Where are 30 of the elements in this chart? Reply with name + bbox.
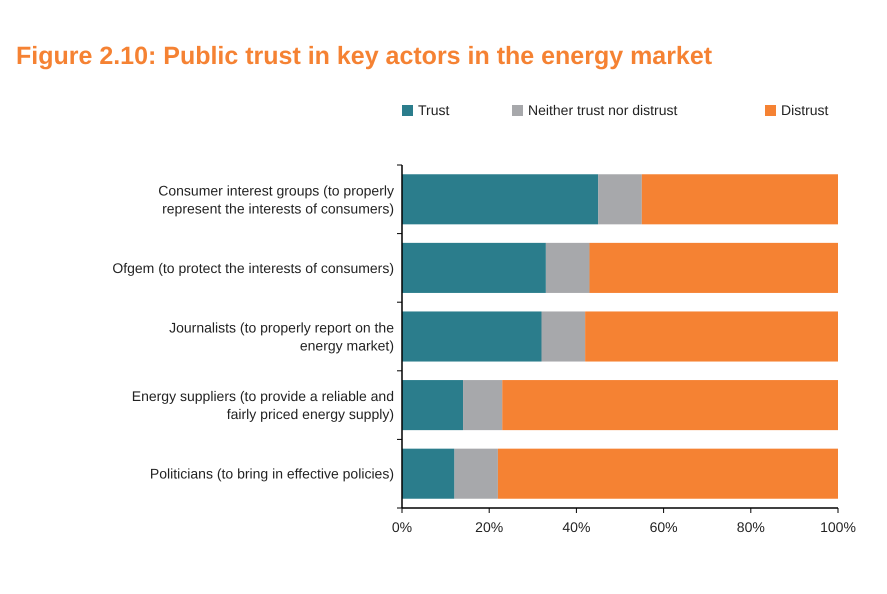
legend-label: Neither trust nor distrust	[528, 102, 678, 118]
bar	[463, 380, 502, 430]
bar	[642, 174, 838, 224]
x-tick-label: 20%	[475, 519, 504, 535]
bar	[546, 242, 590, 293]
bar	[402, 174, 598, 224]
bar	[598, 174, 642, 224]
bar	[585, 311, 838, 362]
bar	[402, 242, 546, 293]
bar	[402, 311, 542, 362]
legend-label: Trust	[418, 102, 450, 118]
chart-title: Figure 2.10: Public trust in key actors in the energy market	[16, 42, 713, 70]
bar	[589, 242, 838, 293]
y-tick-label: Politicians (to bring in effective policies)	[150, 466, 394, 482]
y-tick-label: Consumer interest groups (to properly represent the interests of consumers)	[158, 182, 394, 216]
x-tick-label: 100%	[820, 519, 856, 535]
bar	[542, 311, 586, 362]
x-tick-label: 80%	[736, 519, 765, 535]
x-tick-label: 0%	[392, 519, 412, 535]
bar	[402, 448, 454, 499]
bar	[498, 448, 838, 499]
y-tick-label: Ofgem (to protect the interests of consumers)	[112, 260, 394, 276]
bar	[502, 380, 838, 430]
bar	[454, 448, 498, 499]
y-tick-label: Journalists (to properly report on the energy market)	[169, 320, 394, 354]
y-tick-label: Energy suppliers (to provide a reliable and fairly priced energy supply)	[132, 388, 394, 422]
legend-label: Distrust	[781, 102, 829, 118]
bar	[402, 380, 464, 430]
x-tick-label: 40%	[562, 519, 590, 535]
x-tick-label: 60%	[650, 519, 678, 535]
